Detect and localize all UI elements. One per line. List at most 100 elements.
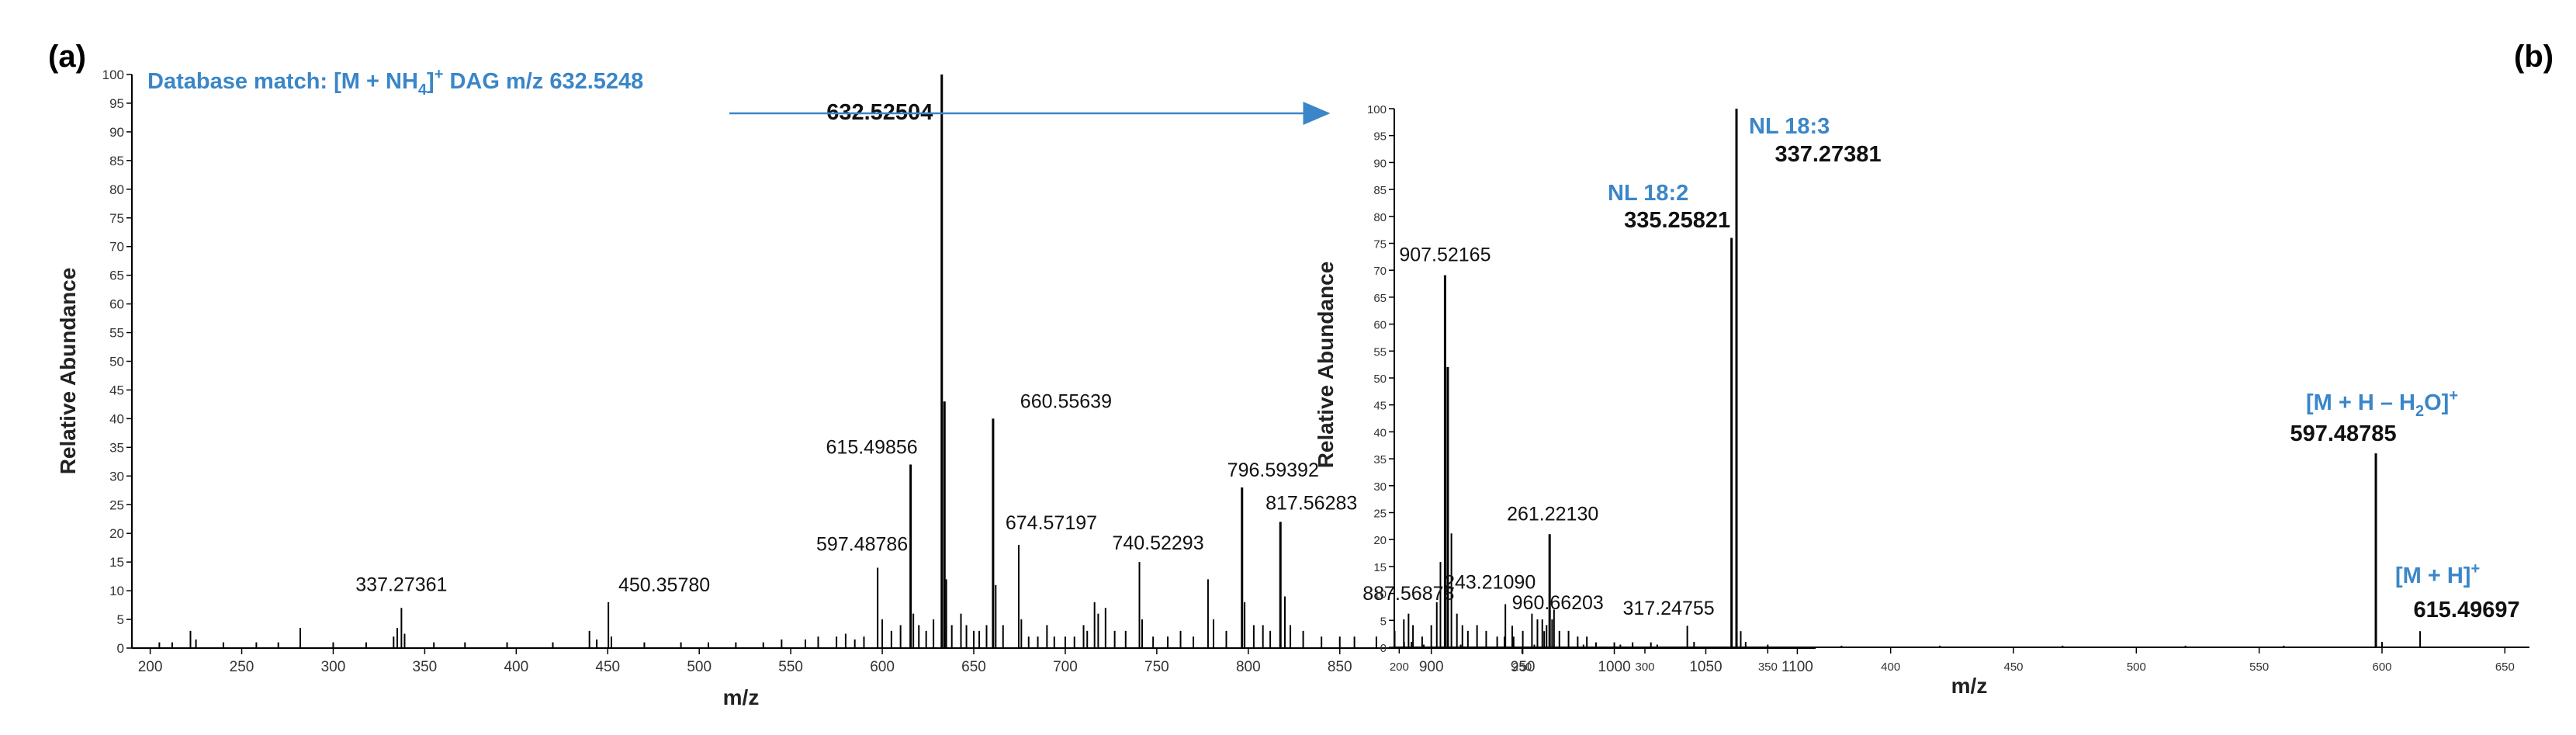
y-tick-label: 100 — [102, 68, 124, 82]
x-tick-label: 550 — [2249, 660, 2269, 674]
y-tick-label: 60 — [1373, 319, 1387, 332]
peak-label: 796.59392 — [1227, 459, 1319, 481]
panel-a-tag: (a) — [48, 40, 86, 74]
y-tick-label: 85 — [109, 154, 124, 168]
y-tick-label: 20 — [1373, 534, 1387, 547]
peak-label: 337.27361 — [355, 574, 447, 595]
y-tick-label: 30 — [109, 469, 124, 484]
peak-label: 597.48785 — [2290, 421, 2396, 446]
database-match-annotation: Database match: [M + NH4]+ DAG m/z 632.5… — [147, 66, 643, 99]
y-tick-label: 5 — [117, 612, 124, 627]
x-tick-label: 700 — [1053, 659, 1078, 675]
peak-labels-a: 337.27361 450.35780597.48786615.49856632.… — [355, 100, 1604, 614]
m-h-h2o-annotation: [M + H – H2O]+ — [2306, 387, 2458, 420]
y-tick-label: 30 — [1373, 480, 1387, 494]
y-tick-label: 0 — [117, 641, 124, 656]
x-tick-label: 550 — [778, 659, 803, 675]
x-tick-label: 400 — [504, 659, 528, 675]
y-tick-label: 65 — [1373, 292, 1387, 305]
y-tick-label: 50 — [1373, 373, 1387, 386]
x-tick-label: 350 — [1758, 660, 1778, 674]
peak-label: 597.48786 — [816, 534, 908, 556]
x-tick-label: 500 — [687, 659, 712, 675]
y-tick-label: 70 — [1373, 265, 1387, 278]
spectrum-panel-a: (a) Relative Abundance m/z 0 5 10 15 20 25 30 3… — [48, 40, 1816, 709]
peak-label: 615.49856 — [826, 437, 918, 459]
y-ticks-a: 0 5 10 15 20 25 30 35 40 45 50 55 60 65 70 75 80 85 90 95 10… — [102, 68, 132, 656]
x-tick-label: 950 — [1511, 659, 1536, 675]
peak-label: 450.35780 — [618, 574, 710, 596]
x-tick-label: 200 — [1390, 660, 1409, 674]
y-tick-label: 25 — [1373, 508, 1387, 521]
x-tick-label: 900 — [1419, 659, 1444, 675]
y-tick-label: 95 — [1373, 130, 1387, 144]
x-tick-label: 500 — [2127, 660, 2146, 674]
y-tick-label: 55 — [109, 326, 124, 341]
y-tick-label: 40 — [1373, 426, 1387, 439]
y-tick-label: 50 — [109, 355, 124, 369]
x-tick-label: 250 — [230, 659, 254, 675]
y-tick-label: 75 — [109, 211, 124, 226]
x-tick-label: 350 — [413, 659, 438, 675]
x-axis-title-a: m/z — [723, 685, 760, 709]
y-tick-label: 25 — [109, 498, 124, 512]
x-tick-label: 250 — [1512, 660, 1532, 674]
y-tick-label: 90 — [109, 125, 124, 140]
spectrum-panel-b: (b) Relative Abundance m/z 0 5 10 15 20 25 30 3… — [1314, 40, 2553, 698]
y-tick-label: 10 — [1373, 588, 1387, 602]
x-tick-label: 450 — [2003, 660, 2023, 674]
y-tick-label: 40 — [109, 411, 124, 426]
y-tick-label: 45 — [1373, 400, 1387, 413]
peak-labels-b: 243.21090 261.22130 317.24755 335.25821 337.… — [1444, 142, 2520, 622]
peak-label: 907.52165 — [1399, 244, 1491, 266]
peak-label: 960.66203 — [1512, 592, 1604, 614]
x-tick-label: 600 — [870, 659, 895, 675]
peaks-a — [158, 75, 1652, 648]
y-tick-label: 35 — [109, 440, 124, 455]
m-h-annotation: [M + H]+ — [2395, 560, 2480, 588]
y-tick-label: 95 — [109, 96, 124, 111]
nl-18-2-annotation: NL 18:2 — [1608, 181, 1688, 206]
x-tick-label: 650 — [2495, 660, 2515, 674]
y-tick-label: 45 — [109, 383, 124, 397]
y-tick-label: 20 — [109, 526, 124, 541]
y-tick-label: 5 — [1380, 615, 1387, 628]
x-ticks-b: 200 250 300 350 400 450 500 550 600 650 — [1390, 647, 2515, 674]
y-tick-label: 85 — [1373, 184, 1387, 197]
peak-label: 615.49697 — [2414, 598, 2520, 622]
y-tick-label: 80 — [109, 182, 124, 197]
y-tick-label: 60 — [109, 297, 124, 312]
y-tick-label: 90 — [1373, 157, 1387, 170]
x-tick-label: 450 — [595, 659, 620, 675]
y-tick-label: 80 — [1373, 211, 1387, 224]
y-tick-label: 10 — [109, 584, 124, 598]
y-axis-title-a: Relative Abundance — [56, 268, 80, 475]
y-tick-label: 15 — [1373, 561, 1387, 574]
peak-label: 817.56283 — [1265, 492, 1357, 514]
peak-label: 337.27381 — [1774, 142, 1881, 167]
peak-label: 660.55639 — [1020, 390, 1112, 412]
y-tick-label: 75 — [1373, 238, 1387, 251]
peak-label: 674.57197 — [1006, 512, 1097, 534]
x-axis-title-b: m/z — [1951, 674, 1988, 698]
peak-label: 317.24755 — [1623, 598, 1715, 619]
peak-label: 261.22130 — [1507, 503, 1598, 525]
y-tick-label: 100 — [1367, 103, 1387, 116]
y-tick-label: 15 — [109, 555, 124, 570]
y-tick-label: 0 — [1380, 642, 1387, 655]
x-tick-label: 850 — [1328, 659, 1352, 675]
x-tick-label: 400 — [1881, 660, 1900, 674]
y-ticks-b: 0 5 10 15 20 25 30 35 40 45 50 55 60 65 70 75 80 85 90 95 10… — [1367, 103, 1394, 655]
panel-b-tag: (b) — [2514, 40, 2553, 74]
x-tick-label: 1050 — [1689, 659, 1722, 675]
y-tick-label: 35 — [1373, 453, 1387, 466]
peaks-b — [1403, 109, 2422, 647]
x-tick-label: 750 — [1144, 659, 1169, 675]
x-ticks-a: 200 250 300 350 400 450 500 550 600 650 700 750 800 8… — [138, 648, 1813, 675]
x-tick-label: 1000 — [1598, 659, 1630, 675]
y-tick-label: 55 — [1373, 345, 1387, 359]
x-tick-label: 300 — [1635, 660, 1654, 674]
peak-label: 243.21090 — [1444, 571, 1536, 593]
y-tick-label: 65 — [109, 269, 124, 283]
